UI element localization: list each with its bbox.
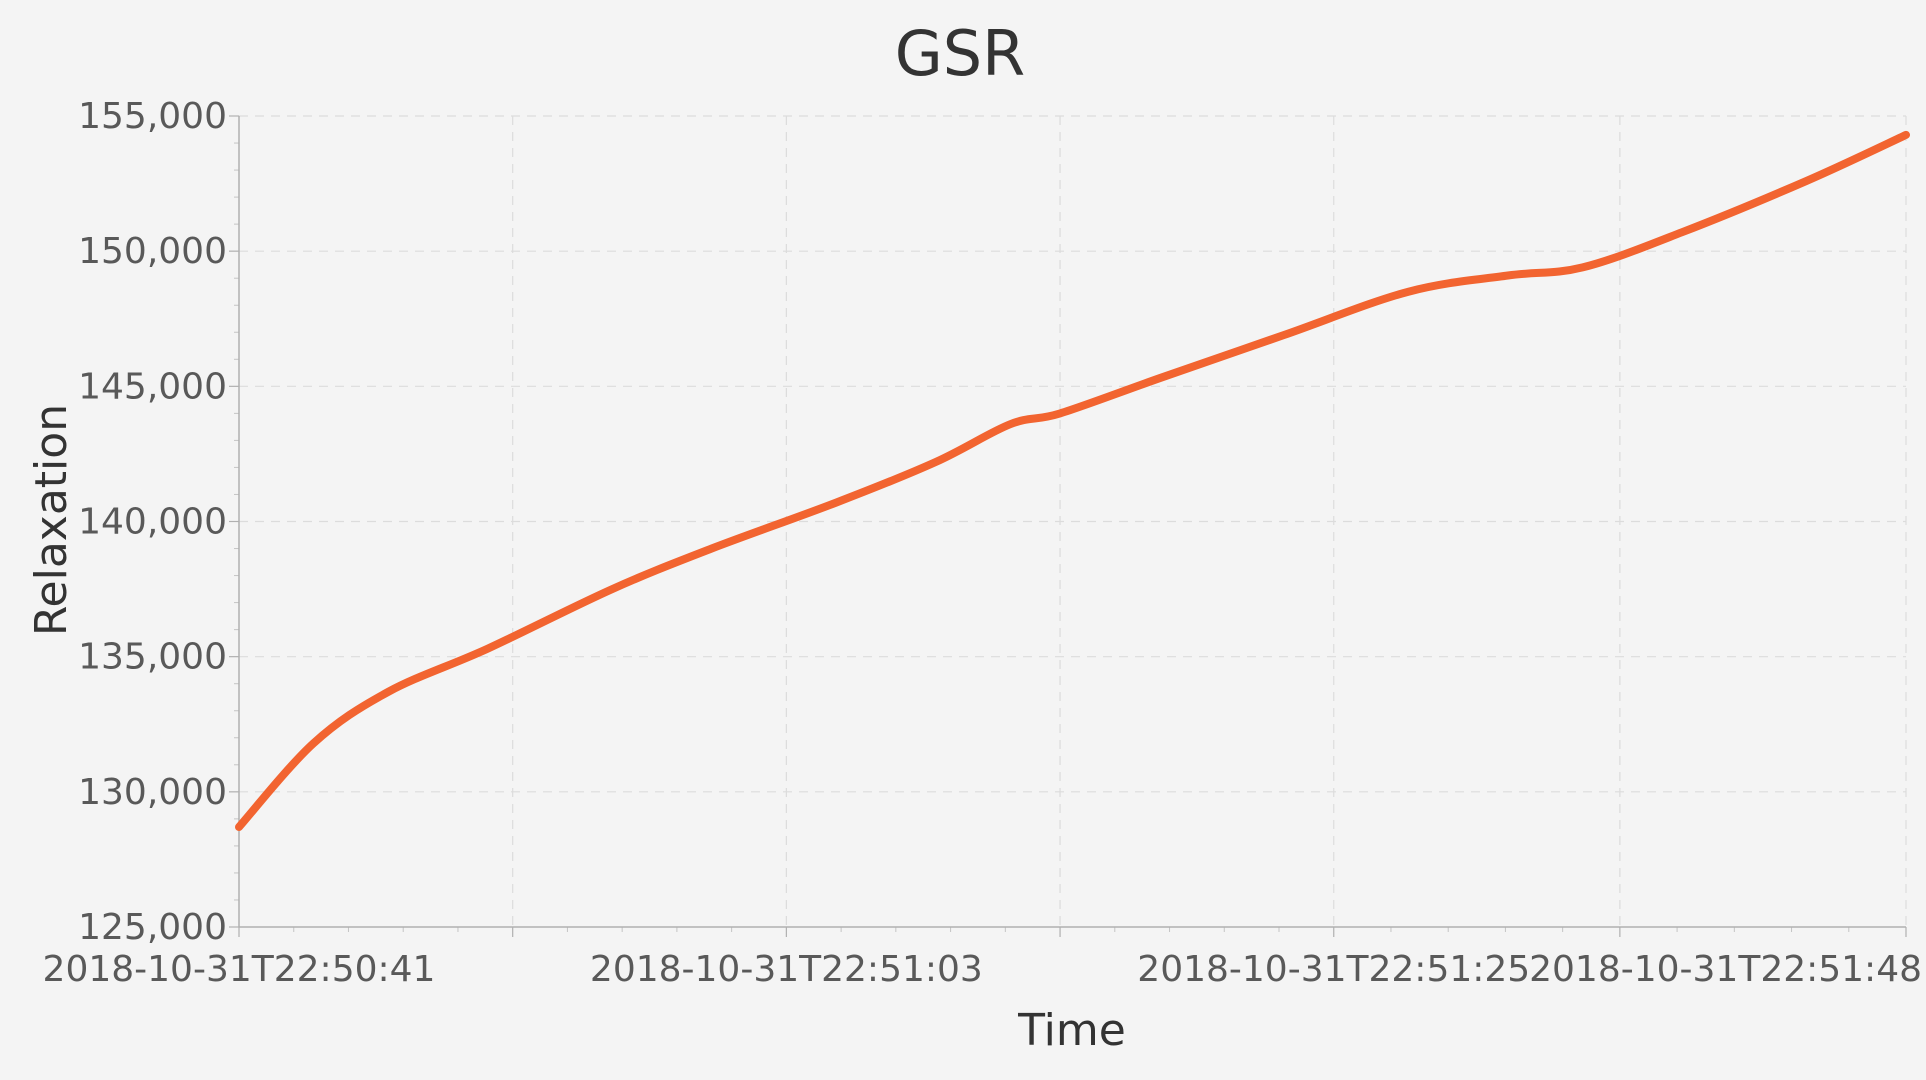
y-axis-title: Relaxation <box>26 404 77 636</box>
axes <box>229 115 1907 937</box>
x-tick-label: 2018-10-31T22:51:03 <box>590 949 983 990</box>
y-tick-label: 140,000 <box>78 502 227 543</box>
x-axis-title: Time <box>1017 1005 1126 1056</box>
x-tick-label: 2018-10-31T22:51:48 <box>1529 949 1922 990</box>
x-tick-label: 2018-10-31T22:50:41 <box>43 949 436 990</box>
tick-labels: 125,000 130,000 135,000 140,000 145,000 150,0… <box>43 96 1922 990</box>
y-tick-label: 135,000 <box>78 637 227 678</box>
y-tick-label: 145,000 <box>78 366 227 407</box>
y-tick-label: 130,000 <box>78 772 227 813</box>
x-tick-label: 2018-10-31T22:51:25 <box>1137 949 1530 990</box>
y-tick-label: 150,000 <box>78 231 227 272</box>
gsr-series-line <box>235 130 1910 831</box>
series-layer <box>235 130 1910 831</box>
y-tick-label: 125,000 <box>78 907 227 948</box>
chart-title: GSR <box>895 17 1025 90</box>
y-tick-label: 155,000 <box>78 96 227 137</box>
